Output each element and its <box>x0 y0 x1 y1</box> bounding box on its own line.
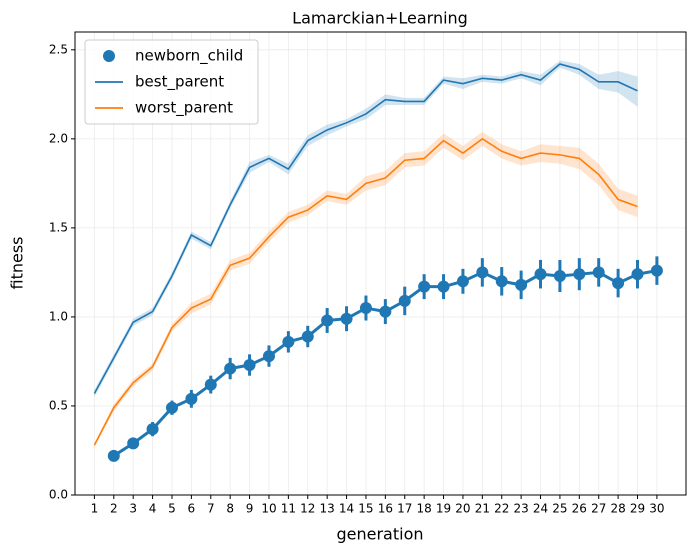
point <box>224 362 237 375</box>
point <box>262 350 275 363</box>
x-tick-label: 7 <box>207 502 215 516</box>
point <box>515 278 528 291</box>
x-tick-label: 14 <box>339 502 354 516</box>
point <box>592 266 605 279</box>
y-tick-label: 2.5 <box>49 42 68 56</box>
y-tick-label: 1.0 <box>49 309 68 323</box>
y-tick-label: 0.5 <box>49 398 68 412</box>
point <box>534 268 547 281</box>
x-tick-label: 1 <box>91 502 99 516</box>
point <box>146 423 159 436</box>
point <box>301 330 314 343</box>
point <box>243 359 256 372</box>
x-tick-label: 15 <box>358 502 373 516</box>
legend-label: worst_parent <box>135 99 233 118</box>
legend-label: newborn_child <box>135 47 243 66</box>
x-tick-label: 4 <box>149 502 157 516</box>
point <box>321 314 334 327</box>
y-axis-label: fitness <box>8 236 27 289</box>
plot-frame <box>74 31 687 496</box>
point <box>359 302 372 315</box>
x-tick-label: 19 <box>436 502 451 516</box>
line <box>93 137 638 446</box>
point <box>553 269 566 282</box>
point <box>456 275 469 288</box>
point <box>650 264 663 277</box>
point <box>495 275 508 288</box>
point <box>573 268 586 281</box>
legend-marker <box>103 50 115 62</box>
legend: newborn_child best_parent worst_parent <box>84 39 259 125</box>
x-axis-label: generation <box>336 525 423 544</box>
point <box>437 280 450 293</box>
x-tick-label: 22 <box>494 502 509 516</box>
x-tick-label: 30 <box>649 502 664 516</box>
x-tick-label: 12 <box>300 502 315 516</box>
point <box>398 294 411 307</box>
point <box>127 437 140 450</box>
x-tick-label: 10 <box>261 502 276 516</box>
x-tick-label: 9 <box>246 502 254 516</box>
point <box>204 378 217 391</box>
x-tick-label: 27 <box>591 502 606 516</box>
point <box>476 266 489 279</box>
x-tick-label: 21 <box>475 502 490 516</box>
confidence-band <box>94 131 638 447</box>
x-tick-label: 24 <box>533 502 548 516</box>
x-tick-label: 26 <box>572 502 587 516</box>
point <box>165 401 178 414</box>
x-tick-label: 20 <box>455 502 470 516</box>
legend-label: best_parent <box>135 73 224 92</box>
point <box>282 335 295 348</box>
x-tick-label: 11 <box>281 502 296 516</box>
y-tick-label: 0.0 <box>49 488 68 502</box>
x-tick-label: 29 <box>630 502 645 516</box>
legend-box <box>84 39 259 125</box>
y-tick-label: 2.0 <box>49 131 68 145</box>
point <box>631 268 644 281</box>
x-tick-label: 25 <box>552 502 567 516</box>
x-tick-label: 5 <box>168 502 176 516</box>
x-tick-label: 28 <box>610 502 625 516</box>
x-tick-label: 8 <box>226 502 234 516</box>
point <box>107 449 120 462</box>
chart-title: Lamarckian+Learning <box>292 9 468 28</box>
x-tick-label: 18 <box>417 502 432 516</box>
point <box>379 305 392 318</box>
x-tick-label: 6 <box>188 502 196 516</box>
y-tick-label: 1.5 <box>49 220 68 234</box>
x-tick-label: 13 <box>320 502 335 516</box>
point <box>418 280 431 293</box>
x-tick-label: 17 <box>397 502 412 516</box>
point <box>340 312 353 325</box>
line <box>93 63 638 394</box>
x-tick-label: 23 <box>513 502 528 516</box>
point <box>612 277 625 290</box>
x-tick-label: 3 <box>129 502 137 516</box>
point <box>185 392 198 405</box>
x-tick-label: 16 <box>378 502 393 516</box>
x-tick-label: 2 <box>110 502 118 516</box>
